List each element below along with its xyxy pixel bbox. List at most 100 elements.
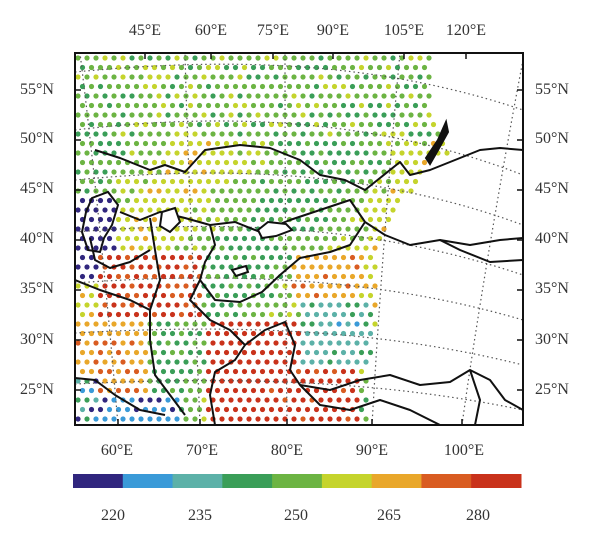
station-dot — [444, 150, 450, 156]
station-dot — [88, 387, 95, 394]
station-dot — [75, 245, 81, 251]
station-dot — [124, 349, 131, 356]
station-dot — [205, 368, 212, 375]
station-dot — [129, 207, 135, 213]
station-dot — [309, 378, 315, 384]
station-dot — [129, 264, 135, 270]
station-dot — [331, 121, 338, 128]
station-dot — [277, 83, 284, 90]
station-dot — [304, 216, 311, 223]
station-dot — [336, 55, 342, 61]
station-dot — [367, 121, 374, 128]
station-dot — [214, 254, 221, 261]
station-dot — [340, 102, 347, 109]
station-dot — [210, 131, 216, 137]
station-dot — [214, 406, 221, 413]
station-dot — [322, 254, 329, 261]
station-dot — [331, 330, 338, 337]
caspian-sea — [80, 190, 120, 254]
station-dot — [246, 74, 252, 80]
station-dot — [111, 74, 117, 80]
station-dot — [115, 140, 122, 147]
station-dot — [160, 102, 167, 109]
station-dot — [318, 226, 324, 232]
station-dot — [412, 83, 419, 90]
station-dot — [219, 207, 225, 213]
station-dot — [349, 311, 356, 318]
bottom-lon-label: 70°E — [186, 442, 218, 459]
station-dot — [214, 64, 221, 71]
station-dot — [363, 226, 369, 232]
station-dot — [196, 292, 203, 299]
station-dot — [142, 102, 149, 109]
station-dot — [147, 264, 153, 270]
station-dot — [327, 245, 333, 251]
station-dot — [313, 178, 320, 185]
station-dot — [309, 340, 315, 346]
station-dot — [426, 112, 432, 118]
station-dot — [205, 159, 212, 166]
station-dot — [399, 188, 405, 194]
station-dot — [250, 254, 257, 261]
station-dot — [318, 150, 324, 156]
station-dot — [178, 197, 185, 204]
station-dot — [142, 83, 149, 90]
station-dot — [282, 302, 288, 308]
station-dot — [237, 245, 243, 251]
station-dot — [327, 359, 333, 365]
station-dot — [228, 245, 234, 251]
right-lat-label: 30°N — [535, 331, 569, 348]
station-dot — [322, 292, 329, 299]
station-dot — [196, 178, 203, 185]
station-dot — [147, 169, 153, 175]
station-dot — [75, 378, 81, 384]
station-dot — [336, 74, 342, 80]
station-dot — [138, 74, 144, 80]
station-dot — [102, 245, 108, 251]
station-dot — [309, 416, 315, 422]
station-dot — [399, 74, 405, 80]
station-dot — [345, 131, 351, 137]
station-dot — [286, 140, 293, 147]
station-dot — [151, 178, 158, 185]
station-dot — [205, 216, 212, 223]
station-dot — [214, 83, 221, 90]
station-dot — [214, 178, 221, 185]
station-dot — [358, 273, 365, 280]
station-dot — [196, 330, 203, 337]
station-dot — [363, 416, 369, 422]
station-dot — [160, 311, 167, 318]
station-dot — [174, 359, 180, 365]
station-dot — [124, 83, 131, 90]
graticule-line — [79, 53, 119, 425]
station-dot — [282, 264, 288, 270]
station-dot — [277, 349, 284, 356]
station-dot — [277, 330, 284, 337]
station-dot — [210, 264, 216, 270]
station-dot — [372, 112, 378, 118]
station-dot — [291, 283, 297, 289]
top-lon-label: 45°E — [129, 22, 161, 39]
station-dot — [264, 74, 270, 80]
station-dot — [331, 64, 338, 71]
station-dot — [367, 216, 374, 223]
station-dot — [322, 121, 329, 128]
station-dot — [390, 150, 396, 156]
station-dot — [354, 245, 360, 251]
station-dot — [358, 235, 365, 242]
station-dot — [160, 83, 167, 90]
station-dot — [178, 254, 185, 261]
station-dot — [255, 264, 261, 270]
station-dot — [421, 64, 428, 71]
station-dot — [214, 159, 221, 166]
station-dot — [381, 74, 387, 80]
station-dot — [183, 397, 189, 403]
station-dot — [403, 64, 410, 71]
station-dot — [309, 93, 315, 99]
station-dot — [102, 378, 108, 384]
station-dot — [241, 311, 248, 318]
station-dot — [268, 140, 275, 147]
station-dot — [363, 359, 369, 365]
station-dot — [165, 359, 171, 365]
station-dot — [223, 311, 230, 318]
